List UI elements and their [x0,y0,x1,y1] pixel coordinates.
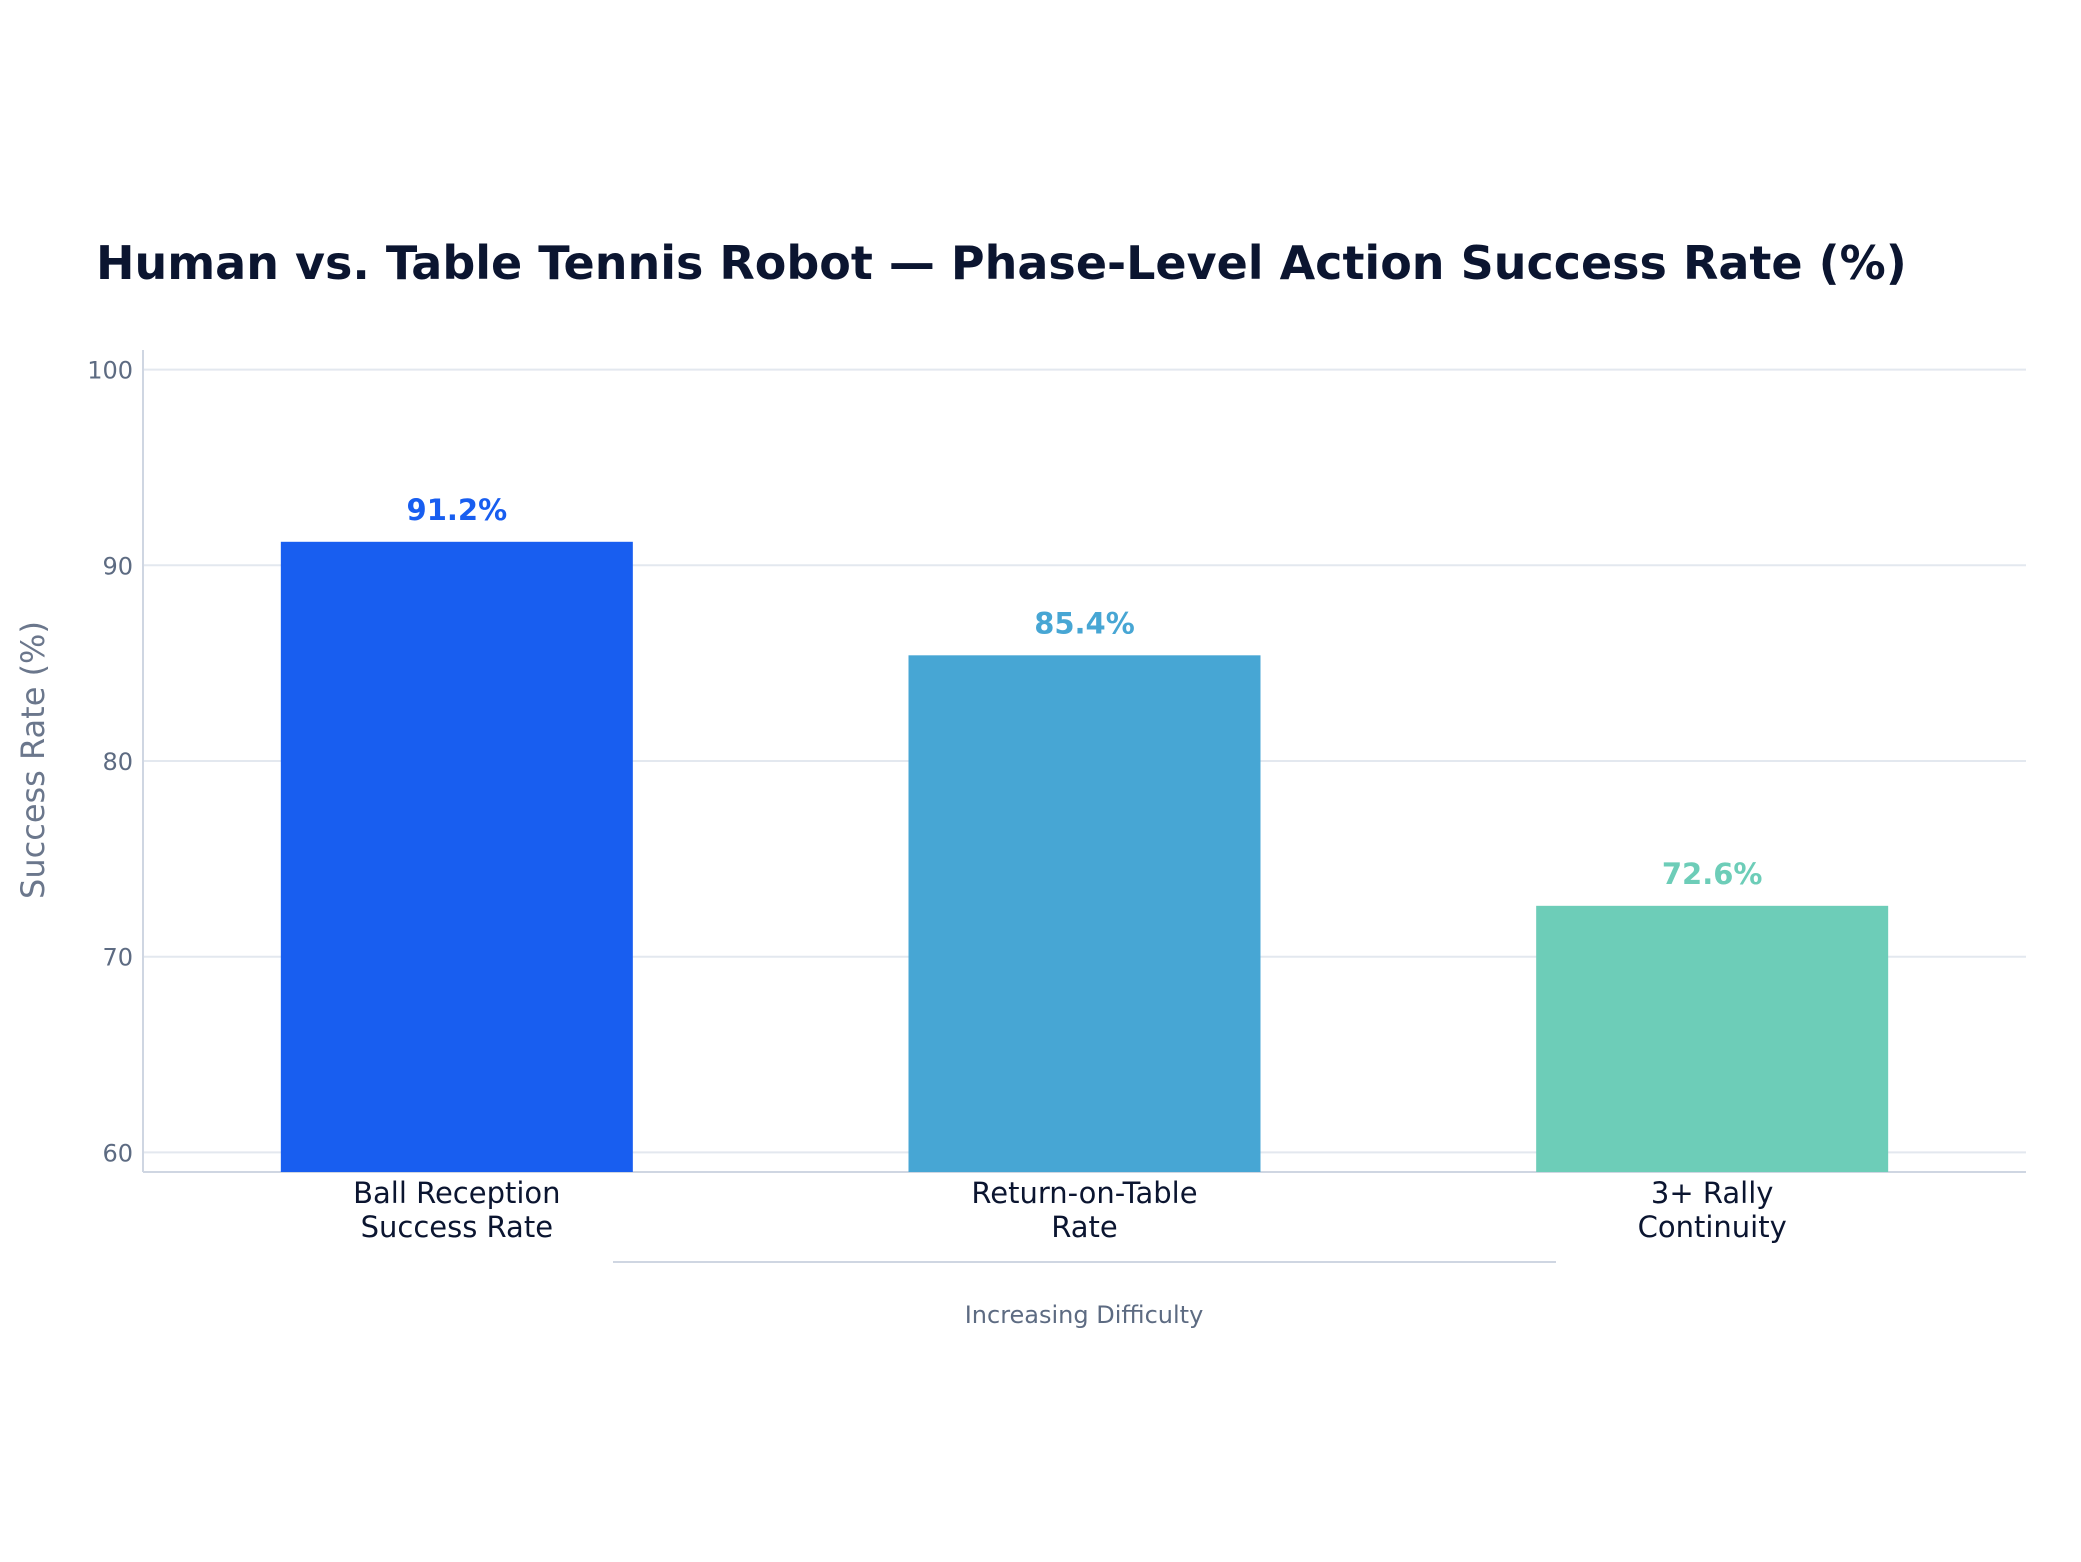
y-tick-label: 90 [102,552,133,580]
y-tick-label: 100 [87,357,133,385]
x-tick-label: Continuity [1638,1210,1787,1244]
bar [280,541,633,1172]
y-axis-label: Success Rate (%) [14,621,52,899]
bars [280,541,1889,1172]
chart-title: Human vs. Table Tennis Robot — Phase-Lev… [96,236,1907,290]
bar [908,655,1261,1172]
x-tick-label: Ball Reception [353,1176,560,1210]
y-tick-label: 80 [102,748,133,776]
value-labels: 91.2% 85.4% 72.6% [407,493,1763,891]
bar-value-label: 72.6% [1662,857,1763,891]
y-tick-label: 70 [102,944,133,972]
y-tick-label: 60 [102,1139,133,1167]
bar-value-label: 85.4% [1034,606,1135,640]
x-tick-label: Return-on-Table [971,1176,1197,1210]
y-axis-ticks: 60 70 80 90 100 [87,357,133,1168]
bar [1536,905,1889,1172]
bar-value-label: 91.2% [407,493,508,527]
difficulty-annotation: Increasing Difficulty [965,1301,1204,1329]
x-tick-label: Rate [1051,1210,1118,1244]
x-tick-label: Success Rate [361,1210,553,1244]
x-tick-label: 3+ Rally [1651,1176,1774,1210]
